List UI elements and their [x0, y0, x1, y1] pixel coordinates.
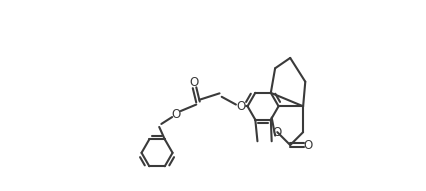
Text: O: O [272, 126, 281, 139]
Text: O: O [171, 108, 181, 121]
Text: O: O [303, 138, 312, 151]
Text: O: O [236, 100, 245, 113]
Text: O: O [189, 76, 198, 89]
